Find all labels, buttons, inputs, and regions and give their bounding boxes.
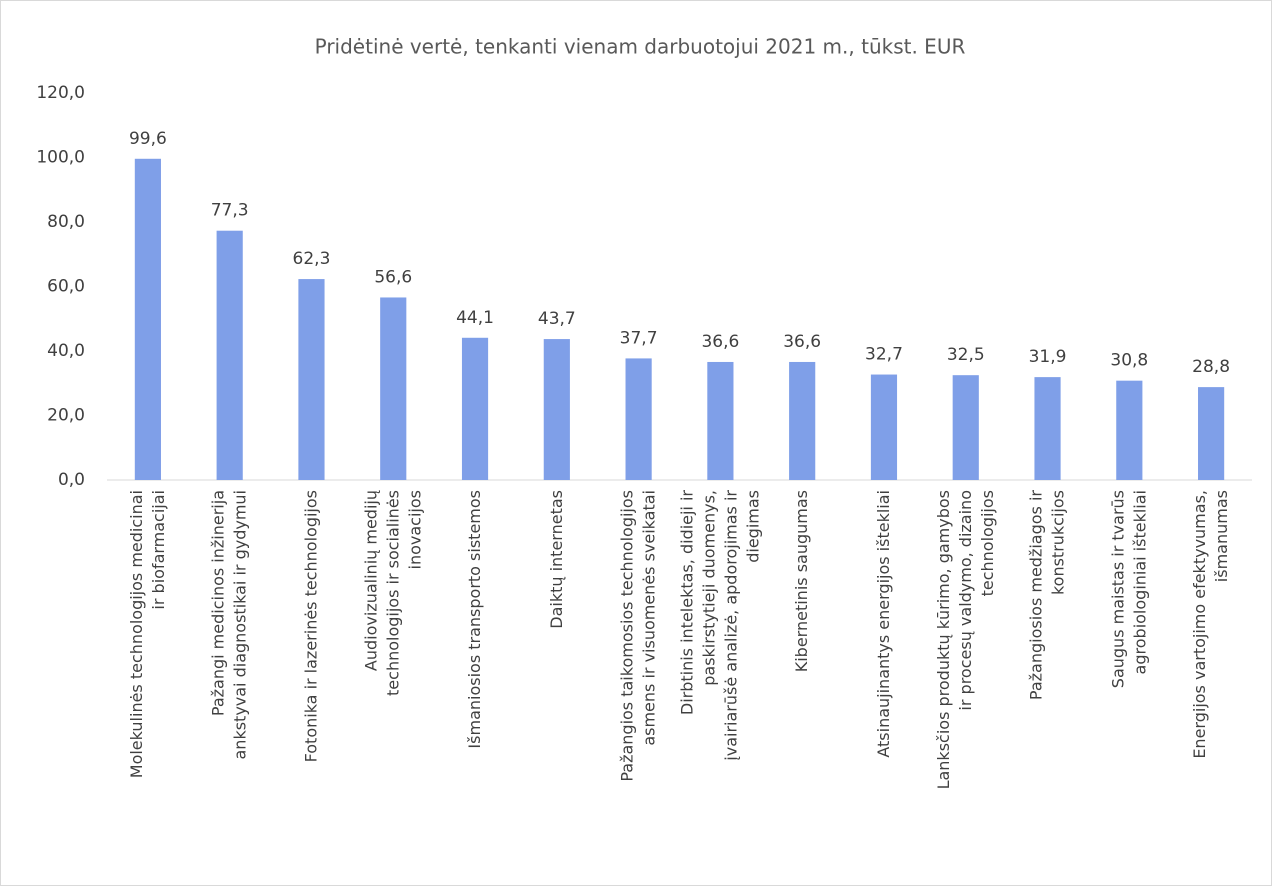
bar bbox=[216, 230, 243, 480]
data-label: 99,6 bbox=[129, 129, 167, 149]
bar bbox=[870, 374, 898, 480]
y-tick-label: 20,0 bbox=[47, 406, 85, 426]
data-label: 32,7 bbox=[865, 345, 903, 365]
y-tick-label: 0,0 bbox=[58, 470, 85, 490]
x-tick-label: Pažangiosios medžiagos ir konstrukcijos bbox=[1026, 490, 1067, 701]
x-tick-label: Audiovizualinių medijų technologijos ir s… bbox=[361, 490, 424, 696]
bar bbox=[298, 279, 325, 480]
x-tick-label: Atsinaujinantys energijos ištekliai bbox=[873, 490, 892, 758]
data-label: 31,9 bbox=[1029, 347, 1067, 367]
x-tick-label: Dirbtinis intelektas, didieji ir paskirst… bbox=[677, 490, 762, 761]
bar bbox=[952, 375, 979, 480]
bar bbox=[461, 337, 489, 480]
x-tick-label: Išmaniosios transporto sistemos bbox=[465, 490, 484, 749]
y-tick-label: 100,0 bbox=[36, 148, 85, 168]
bar bbox=[1198, 387, 1225, 480]
x-tick-label: Pažangi medicinos inžinerija ankstyvai di… bbox=[208, 490, 249, 760]
bar bbox=[1034, 377, 1061, 480]
x-tick-label: Pažangios taikomosios technologijos asmen… bbox=[617, 490, 658, 782]
y-tick-label: 120,0 bbox=[36, 83, 85, 103]
x-tick-label: Lanksčios produktų kūrimo, gamybos ir pro… bbox=[933, 490, 996, 789]
data-label: 36,6 bbox=[783, 332, 821, 352]
y-tick-label: 40,0 bbox=[47, 341, 85, 361]
data-label: 36,6 bbox=[701, 332, 739, 352]
x-tick-label: Energijos vartojimo efektyvumas, išmanuma… bbox=[1190, 490, 1231, 759]
bar bbox=[543, 339, 570, 480]
x-tick-label: Daiktų internetas bbox=[546, 490, 565, 629]
bar bbox=[789, 361, 816, 480]
data-label: 32,5 bbox=[947, 345, 985, 365]
data-label: 56,6 bbox=[374, 267, 412, 287]
x-tick-label: Kibernetinis saugumas bbox=[792, 490, 811, 672]
bar bbox=[134, 158, 161, 481]
data-label: 62,3 bbox=[293, 249, 331, 269]
data-label: 43,7 bbox=[538, 309, 576, 329]
x-tick-label: Saugus maistas ir tvarūs agrobiologiniai … bbox=[1108, 490, 1149, 688]
data-label: 44,1 bbox=[456, 308, 494, 328]
data-label: 28,8 bbox=[1192, 357, 1230, 377]
bar bbox=[625, 358, 652, 480]
chart-title: Pridėtinė vertė, tenkanti vienam darbuot… bbox=[315, 35, 966, 59]
data-label: 37,7 bbox=[620, 328, 658, 348]
x-tick-label: Molekulinės technologijos medicinai ir bi… bbox=[126, 490, 167, 778]
data-label: 77,3 bbox=[211, 201, 249, 221]
bar bbox=[1116, 380, 1143, 480]
x-tick-label: Fotonika ir lazerinės technologijos bbox=[301, 490, 320, 762]
y-tick-label: 60,0 bbox=[47, 277, 85, 297]
data-label: 30,8 bbox=[1110, 351, 1148, 371]
y-tick-label: 80,0 bbox=[47, 212, 85, 232]
bar bbox=[707, 361, 734, 480]
bar bbox=[380, 297, 407, 480]
